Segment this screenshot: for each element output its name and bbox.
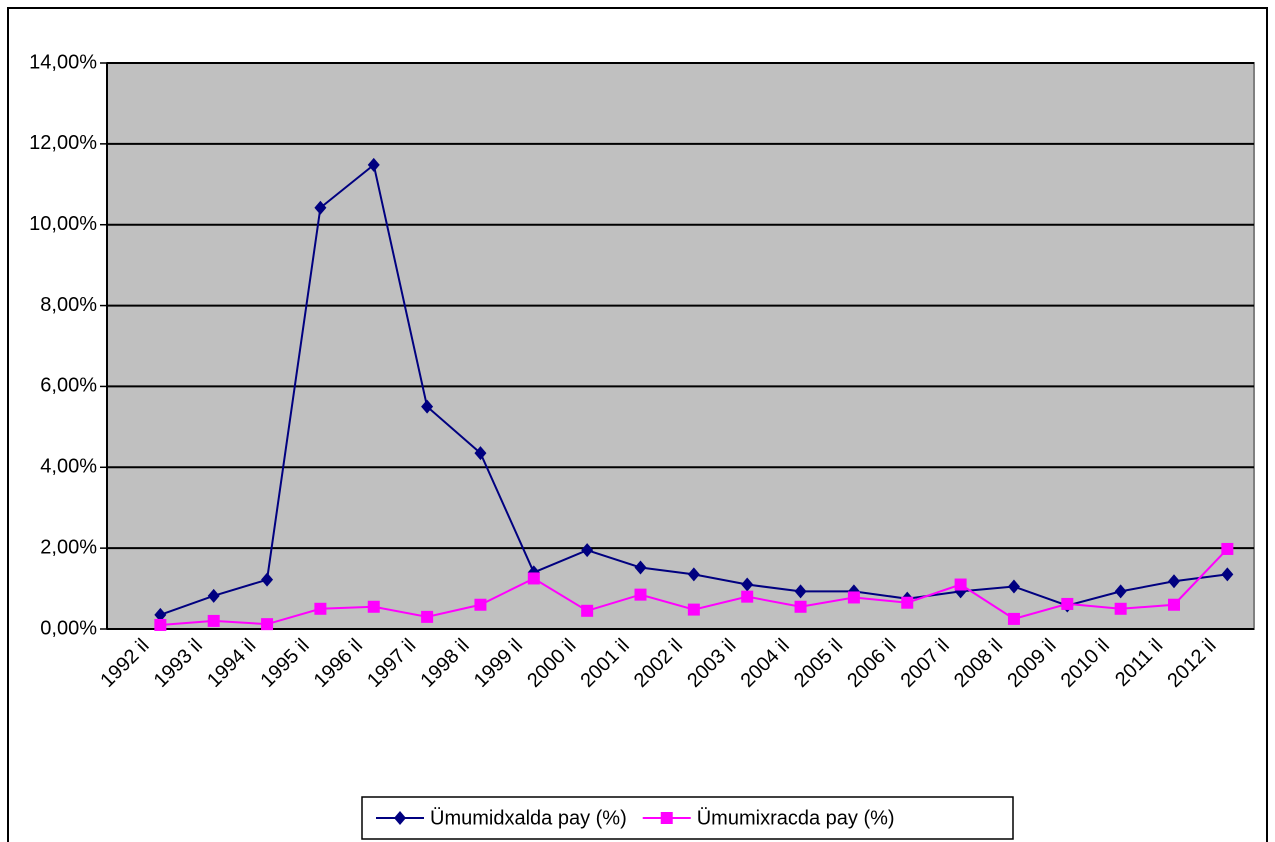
marker — [794, 584, 807, 599]
plot-area — [106, 62, 1255, 630]
legend-label: Ümumixracda pay (%) — [697, 807, 895, 829]
marker — [901, 596, 914, 609]
marker — [687, 603, 700, 616]
y-tick-label: 8,00% — [40, 294, 97, 316]
marker — [687, 567, 700, 582]
marker — [794, 600, 807, 613]
y-tick-label: 4,00% — [40, 456, 97, 478]
marker — [634, 588, 647, 601]
marker — [1168, 598, 1180, 611]
marker — [1114, 584, 1127, 599]
marker — [474, 446, 487, 461]
marker — [954, 578, 967, 591]
marker — [314, 602, 327, 615]
y-tick-label: 10,00% — [29, 213, 97, 235]
marker — [154, 618, 167, 631]
marker — [207, 614, 220, 627]
marker — [741, 590, 754, 603]
marker — [421, 610, 434, 623]
marker — [741, 577, 754, 592]
marker — [367, 600, 380, 613]
marker — [581, 543, 594, 558]
legend-label: Ümumidxalda pay (%) — [430, 807, 627, 829]
y-tick-label: 14,00% — [29, 51, 97, 73]
marker — [474, 598, 487, 611]
y-tick-label: 12,00% — [29, 132, 97, 154]
marker — [154, 607, 167, 622]
marker — [367, 157, 380, 172]
marker — [634, 560, 647, 575]
marker — [421, 399, 434, 414]
marker — [1007, 579, 1020, 594]
marker — [847, 591, 860, 604]
marker — [1007, 612, 1020, 625]
marker — [1168, 574, 1180, 589]
marker — [207, 588, 220, 603]
marker — [660, 812, 673, 824]
marker — [261, 572, 274, 587]
marker — [527, 572, 540, 585]
marker — [1114, 602, 1127, 615]
y-tick-label: 6,00% — [40, 375, 97, 397]
marker — [581, 604, 594, 617]
marker — [1061, 597, 1074, 610]
marker — [1221, 567, 1234, 582]
y-tick-label: 2,00% — [40, 536, 97, 558]
marker — [1221, 542, 1234, 555]
y-tick-label: 0,00% — [40, 617, 97, 639]
marker — [394, 811, 406, 825]
marker — [261, 618, 274, 631]
marker — [314, 200, 327, 215]
